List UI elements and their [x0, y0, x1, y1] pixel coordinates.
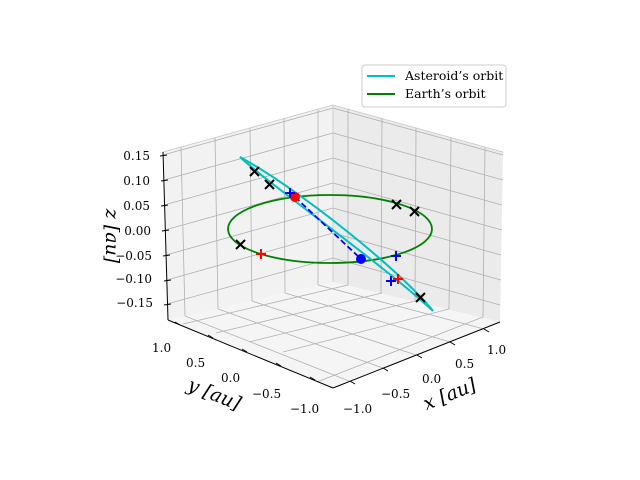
- axes-panes: [163, 105, 503, 388]
- black-x-markers: [235, 166, 426, 303]
- y-tick-labels: 1.0 0.5 0.0 −0.5 −1.0: [152, 341, 319, 416]
- svg-text:0.0: 0.0: [422, 372, 441, 386]
- legend: Asteroid’s orbit Earth’s orbit: [361, 64, 507, 108]
- svg-text:Earth’s orbit: Earth’s orbit: [405, 86, 486, 101]
- x-axis-line: [332, 321, 501, 389]
- svg-text:−1.0: −1.0: [290, 402, 319, 416]
- asteroid-position-dot: [290, 192, 300, 202]
- blue-plus-markers: [285, 188, 401, 286]
- svg-text:−0.10: −0.10: [115, 272, 152, 286]
- svg-text:−0.05: −0.05: [115, 249, 152, 263]
- svg-text:1.0: 1.0: [487, 343, 506, 357]
- svg-text:0.5: 0.5: [186, 356, 205, 370]
- svg-text:Asteroid’s orbit: Asteroid’s orbit: [404, 68, 503, 83]
- legend-item-earth: Earth’s orbit: [367, 86, 486, 101]
- x-tick-labels: −1.0 −0.5 0.0 0.5 1.0: [343, 343, 506, 416]
- y-axis-line: [167, 319, 334, 389]
- svg-text:−0.5: −0.5: [252, 387, 281, 401]
- svg-text:0.15: 0.15: [123, 149, 150, 163]
- legend-item-asteroid: Asteroid’s orbit: [367, 68, 503, 83]
- dashed-connector: [294, 196, 362, 260]
- red-plus-markers: [256, 249, 403, 284]
- z-tick-labels: 0.15 0.10 0.05 0.00 −0.05 −0.10 −0.15: [115, 149, 153, 310]
- svg-text:0.00: 0.00: [124, 224, 151, 238]
- svg-text:−1.0: −1.0: [343, 402, 372, 416]
- svg-text:0.0: 0.0: [221, 371, 240, 385]
- earth-orbit: [227, 194, 433, 264]
- earth-crossing-dot: [356, 254, 366, 264]
- y-ticks: [174, 321, 316, 381]
- svg-text:−0.5: −0.5: [381, 387, 410, 401]
- svg-text:0.05: 0.05: [123, 199, 150, 213]
- svg-text:1.0: 1.0: [152, 341, 171, 355]
- z-ticks: [159, 154, 172, 306]
- axis-lines: [162, 151, 501, 389]
- svg-text:−0.15: −0.15: [116, 296, 153, 310]
- z-axis-label: z [au]: [101, 208, 123, 264]
- z-axis-line: [162, 151, 169, 321]
- svg-text:0.10: 0.10: [123, 174, 150, 188]
- svg-text:0.5: 0.5: [455, 357, 474, 371]
- pane-edges: [162, 104, 504, 282]
- grid-lines: [162, 107, 504, 383]
- x-ticks: [349, 328, 490, 385]
